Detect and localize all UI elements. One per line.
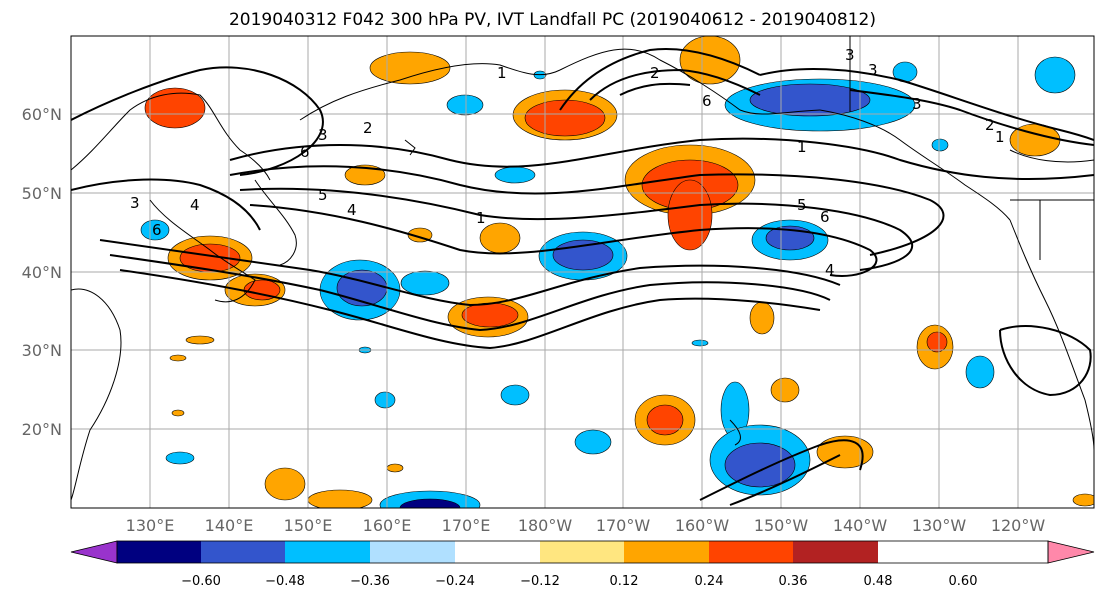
contour-label: 2	[363, 119, 373, 137]
lon-label: 130°W	[912, 516, 967, 535]
lat-label: 20°N	[22, 420, 62, 439]
lat-label: 60°N	[22, 105, 62, 124]
contour-label: 1	[995, 128, 1005, 146]
lon-label: 180°W	[518, 516, 573, 535]
colorbar-segment	[201, 541, 285, 563]
contour-label: 6	[300, 143, 310, 161]
colorbar-segment	[624, 541, 709, 563]
lon-label: 160°W	[675, 516, 730, 535]
colorbar-extend-low	[70, 540, 118, 564]
contour-label: 4	[825, 261, 835, 279]
longitude-labels: 130°E 140°E 150°E 160°E 170°E 180°W 170°…	[126, 516, 1046, 535]
lon-label: 150°W	[754, 516, 809, 535]
coastlines	[71, 36, 1094, 501]
contour-label: 2	[985, 116, 995, 134]
lon-label: 140°W	[833, 516, 888, 535]
ivt-contours	[71, 48, 1094, 506]
contour-label: 3	[868, 61, 878, 79]
lon-label: 130°E	[126, 516, 175, 535]
contour-label: 3	[912, 95, 922, 113]
contour-label: 1	[797, 138, 807, 156]
colorbar-extend-high	[1047, 540, 1095, 564]
colorbar: −0.60 −0.48 −0.36 −0.24 −0.12 0.12 0.24 …	[70, 540, 1095, 589]
contour-label: 1	[497, 64, 507, 82]
contour-label: 6	[702, 92, 712, 110]
colorbar-tick-label: 0.48	[864, 574, 893, 589]
contour-label: 4	[347, 201, 357, 219]
colorbar-segment	[540, 541, 624, 563]
colorbar-segment	[793, 541, 878, 563]
contour-label: 3	[845, 46, 855, 64]
colorbar-tick-label: −0.24	[435, 574, 475, 589]
contour-label: 2	[650, 64, 660, 82]
contour-label: 6	[820, 208, 830, 226]
contour-label: 5	[797, 196, 807, 214]
colorbar-segment	[370, 541, 455, 563]
lon-label: 160°E	[363, 516, 412, 535]
contour-label: 3	[318, 126, 328, 144]
contour-label: 5	[318, 186, 328, 204]
lat-label: 30°N	[22, 341, 62, 360]
plot-title: 2019040312 F042 300 hPa PV, IVT Landfall…	[228, 10, 876, 30]
colorbar-tick-label: 0.36	[779, 574, 808, 589]
colorbar-tick-label: −0.12	[520, 574, 560, 589]
colorbar-tick-label: 0.12	[610, 574, 639, 589]
lon-label: 120°W	[991, 516, 1046, 535]
contour-label: 3	[130, 194, 140, 212]
lon-label: 170°E	[442, 516, 491, 535]
contour-label: 6	[152, 221, 162, 239]
lon-label: 170°W	[596, 516, 651, 535]
colorbar-segment	[455, 541, 540, 563]
colorbar-tick-label: −0.36	[350, 574, 390, 589]
graticule	[71, 36, 1094, 508]
colorbar-segment	[285, 541, 370, 563]
contour-label: 1	[476, 209, 486, 227]
lon-label: 140°E	[205, 516, 254, 535]
colorbar-segment	[709, 541, 793, 563]
lat-label: 50°N	[22, 184, 62, 203]
colorbar-tick-label: −0.48	[265, 574, 305, 589]
contour-label: 4	[190, 196, 200, 214]
map-frame	[70, 35, 1095, 509]
colorbar-tick-label: −0.60	[181, 574, 221, 589]
colorbar-tick-label: 0.60	[949, 574, 978, 589]
colorbar-segment	[117, 541, 201, 563]
colorbar-tick-label: 0.24	[695, 574, 724, 589]
contour-labels: 1 2 3 6 1 3 2 1 3 6 5 4 2 4 3 6 1 5 6 4 …	[130, 46, 1005, 279]
lat-label: 40°N	[22, 263, 62, 282]
lon-label: 150°E	[284, 516, 333, 535]
latitude-labels: 60°N 50°N 40°N 30°N 20°N	[22, 105, 62, 439]
